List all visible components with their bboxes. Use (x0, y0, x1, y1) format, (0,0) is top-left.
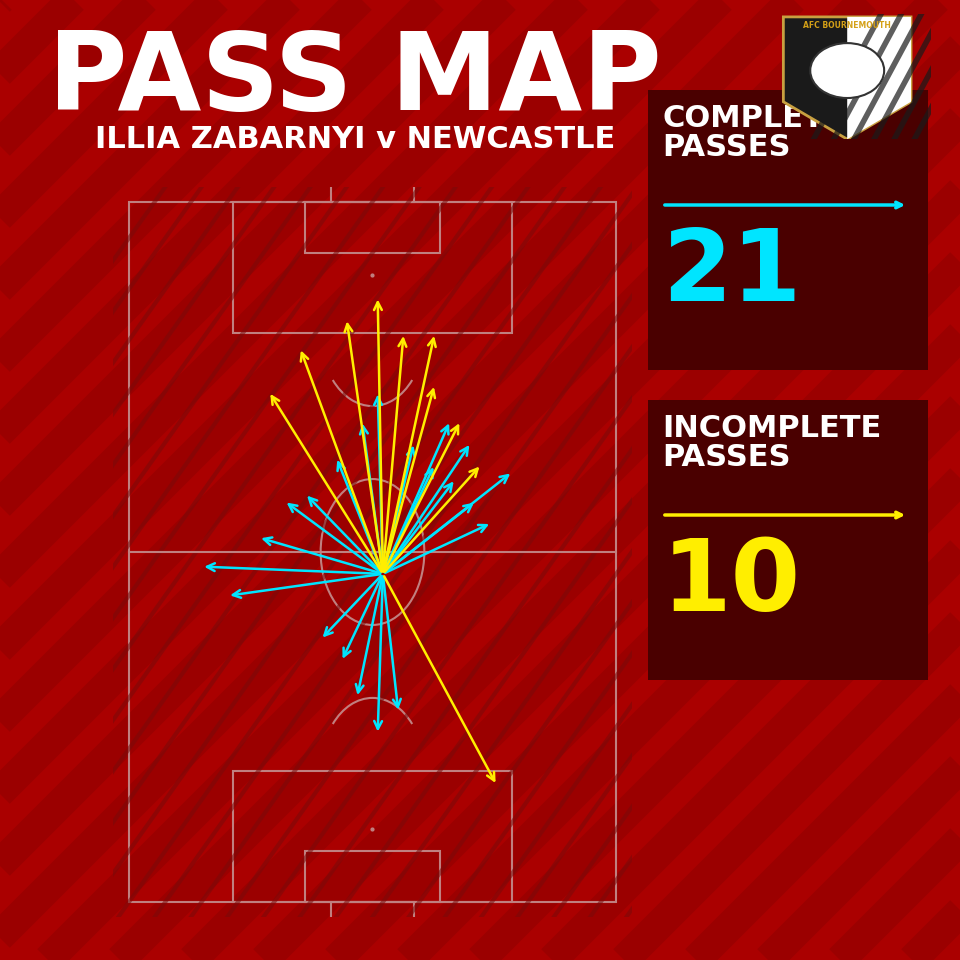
Text: AFC BOURNEMOUTH: AFC BOURNEMOUTH (804, 21, 891, 30)
Bar (305, 852, 440, 902)
Bar (232, 202, 513, 333)
Bar (305, 202, 440, 252)
Text: INCOMPLETE
PASSES: INCOMPLETE PASSES (662, 414, 881, 472)
Circle shape (810, 43, 884, 98)
Bar (232, 771, 513, 902)
Text: ILLIA ZABARNYI v NEWCASTLE: ILLIA ZABARNYI v NEWCASTLE (95, 126, 615, 155)
Text: COMPLETED
PASSES: COMPLETED PASSES (662, 104, 870, 162)
Bar (331, 902, 414, 924)
Text: 10: 10 (662, 535, 802, 632)
Bar (331, 180, 414, 202)
Text: PASS MAP: PASS MAP (48, 27, 661, 133)
Polygon shape (783, 17, 911, 139)
Polygon shape (848, 17, 911, 139)
Bar (648, 400, 928, 680)
Text: 21: 21 (662, 225, 802, 322)
Bar (648, 90, 928, 370)
